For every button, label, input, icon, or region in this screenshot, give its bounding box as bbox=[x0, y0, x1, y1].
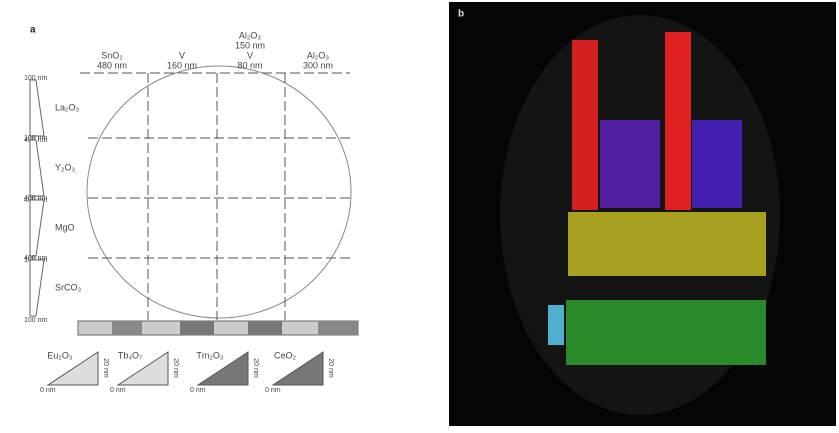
panel-label: a bbox=[30, 25, 36, 36]
wedge-top-label: 100 nm bbox=[24, 75, 48, 82]
top-label: Al₂O₃ bbox=[307, 50, 329, 60]
wedge-max: 20 nm bbox=[172, 358, 179, 378]
top-label: 80 nm bbox=[237, 60, 262, 70]
top-label: 300 nm bbox=[303, 60, 333, 70]
wedge-bottom-label: 100 nm bbox=[24, 317, 48, 324]
deposition-strip bbox=[78, 321, 358, 335]
panel-label: b bbox=[458, 9, 464, 20]
top-label: SnO₂ bbox=[101, 50, 123, 60]
figure: a b SnO₂480 nmV160 nmAl₂O₃150 nmV80 nmAl… bbox=[0, 0, 839, 428]
photo-panel: b bbox=[449, 2, 836, 426]
wafer-outline bbox=[87, 66, 351, 318]
wedge-name: Tm₂O₃ bbox=[196, 350, 223, 360]
top-label: V bbox=[247, 50, 253, 60]
wedge-max: 20 nm bbox=[327, 358, 334, 378]
wedge-top-label: 400 nm bbox=[24, 195, 48, 202]
wedge-name: Tb₄O₇ bbox=[118, 350, 142, 360]
wedge-max: 20 nm bbox=[102, 358, 109, 378]
wedge-name: CeO₂ bbox=[274, 350, 297, 360]
wedge-min: 0 nm bbox=[265, 387, 281, 394]
top-label: V bbox=[179, 50, 185, 60]
thickness-wedge bbox=[30, 140, 44, 196]
wedge-max: 20 nm bbox=[252, 358, 259, 378]
wedge-min: 0 nm bbox=[40, 387, 56, 394]
wedge-name: MgO bbox=[55, 222, 75, 232]
wedge-top-label: 400 nm bbox=[24, 255, 48, 262]
top-label: Al₂O₃ bbox=[239, 30, 261, 40]
thickness-wedge bbox=[30, 260, 44, 316]
thickness-wedge bbox=[30, 80, 44, 136]
wedge-name: Eu₂O₃ bbox=[47, 350, 73, 360]
wedge-name: SrCO₃ bbox=[55, 282, 82, 292]
top-label: 480 nm bbox=[97, 60, 127, 70]
thickness-wedge bbox=[30, 200, 44, 256]
wedge-top-label: 100 nm bbox=[24, 135, 48, 142]
top-label: 160 nm bbox=[167, 60, 197, 70]
top-label: 150 nm bbox=[235, 40, 265, 50]
wedge-min: 0 nm bbox=[110, 387, 126, 394]
wedge-min: 0 nm bbox=[190, 387, 206, 394]
dashed-grid bbox=[80, 73, 350, 320]
wedge-name: La₂O₃ bbox=[55, 102, 80, 112]
wedge-name: Y₂O₃ bbox=[55, 162, 75, 172]
